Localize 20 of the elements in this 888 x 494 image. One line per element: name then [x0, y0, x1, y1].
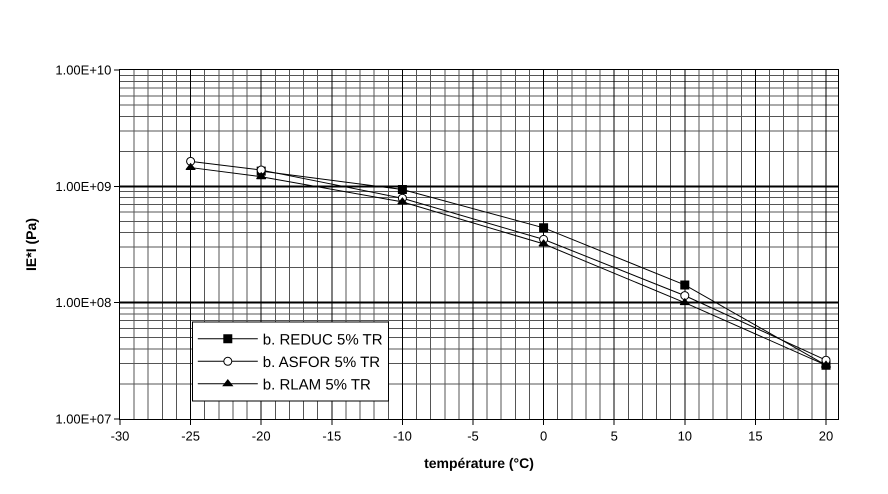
x-tick-label: -30 — [110, 428, 130, 444]
x-tick-label: 15 — [748, 428, 763, 444]
y-tick-label: 1.00E+09 — [55, 178, 112, 194]
x-tick-label: -5 — [467, 428, 479, 444]
legend-label: b. RLAM 5% TR — [262, 376, 372, 394]
y-tick-label: 1.00E+08 — [55, 295, 112, 310]
x-tick-label: 0 — [540, 428, 548, 444]
x-tick-label: -20 — [252, 428, 271, 444]
x-tick-label: -10 — [393, 428, 412, 444]
x-tick-label: 5 — [610, 428, 618, 444]
y-tick-label: 1.00E+07 — [55, 412, 112, 427]
x-axis-title: température (°C) — [424, 454, 534, 471]
x-tick-label: -25 — [181, 428, 200, 444]
legend-label: b. ASFOR 5% TR — [262, 354, 380, 372]
legend-label: b. REDUC 5% TR — [262, 332, 383, 349]
x-tick-label: 20 — [818, 428, 834, 444]
x-tick-label: -15 — [322, 428, 342, 444]
y-tick-label: 1.00E+10 — [55, 62, 112, 78]
x-tick-label: 10 — [678, 428, 692, 444]
y-axis-title: IE*I (Pa) — [22, 218, 39, 271]
